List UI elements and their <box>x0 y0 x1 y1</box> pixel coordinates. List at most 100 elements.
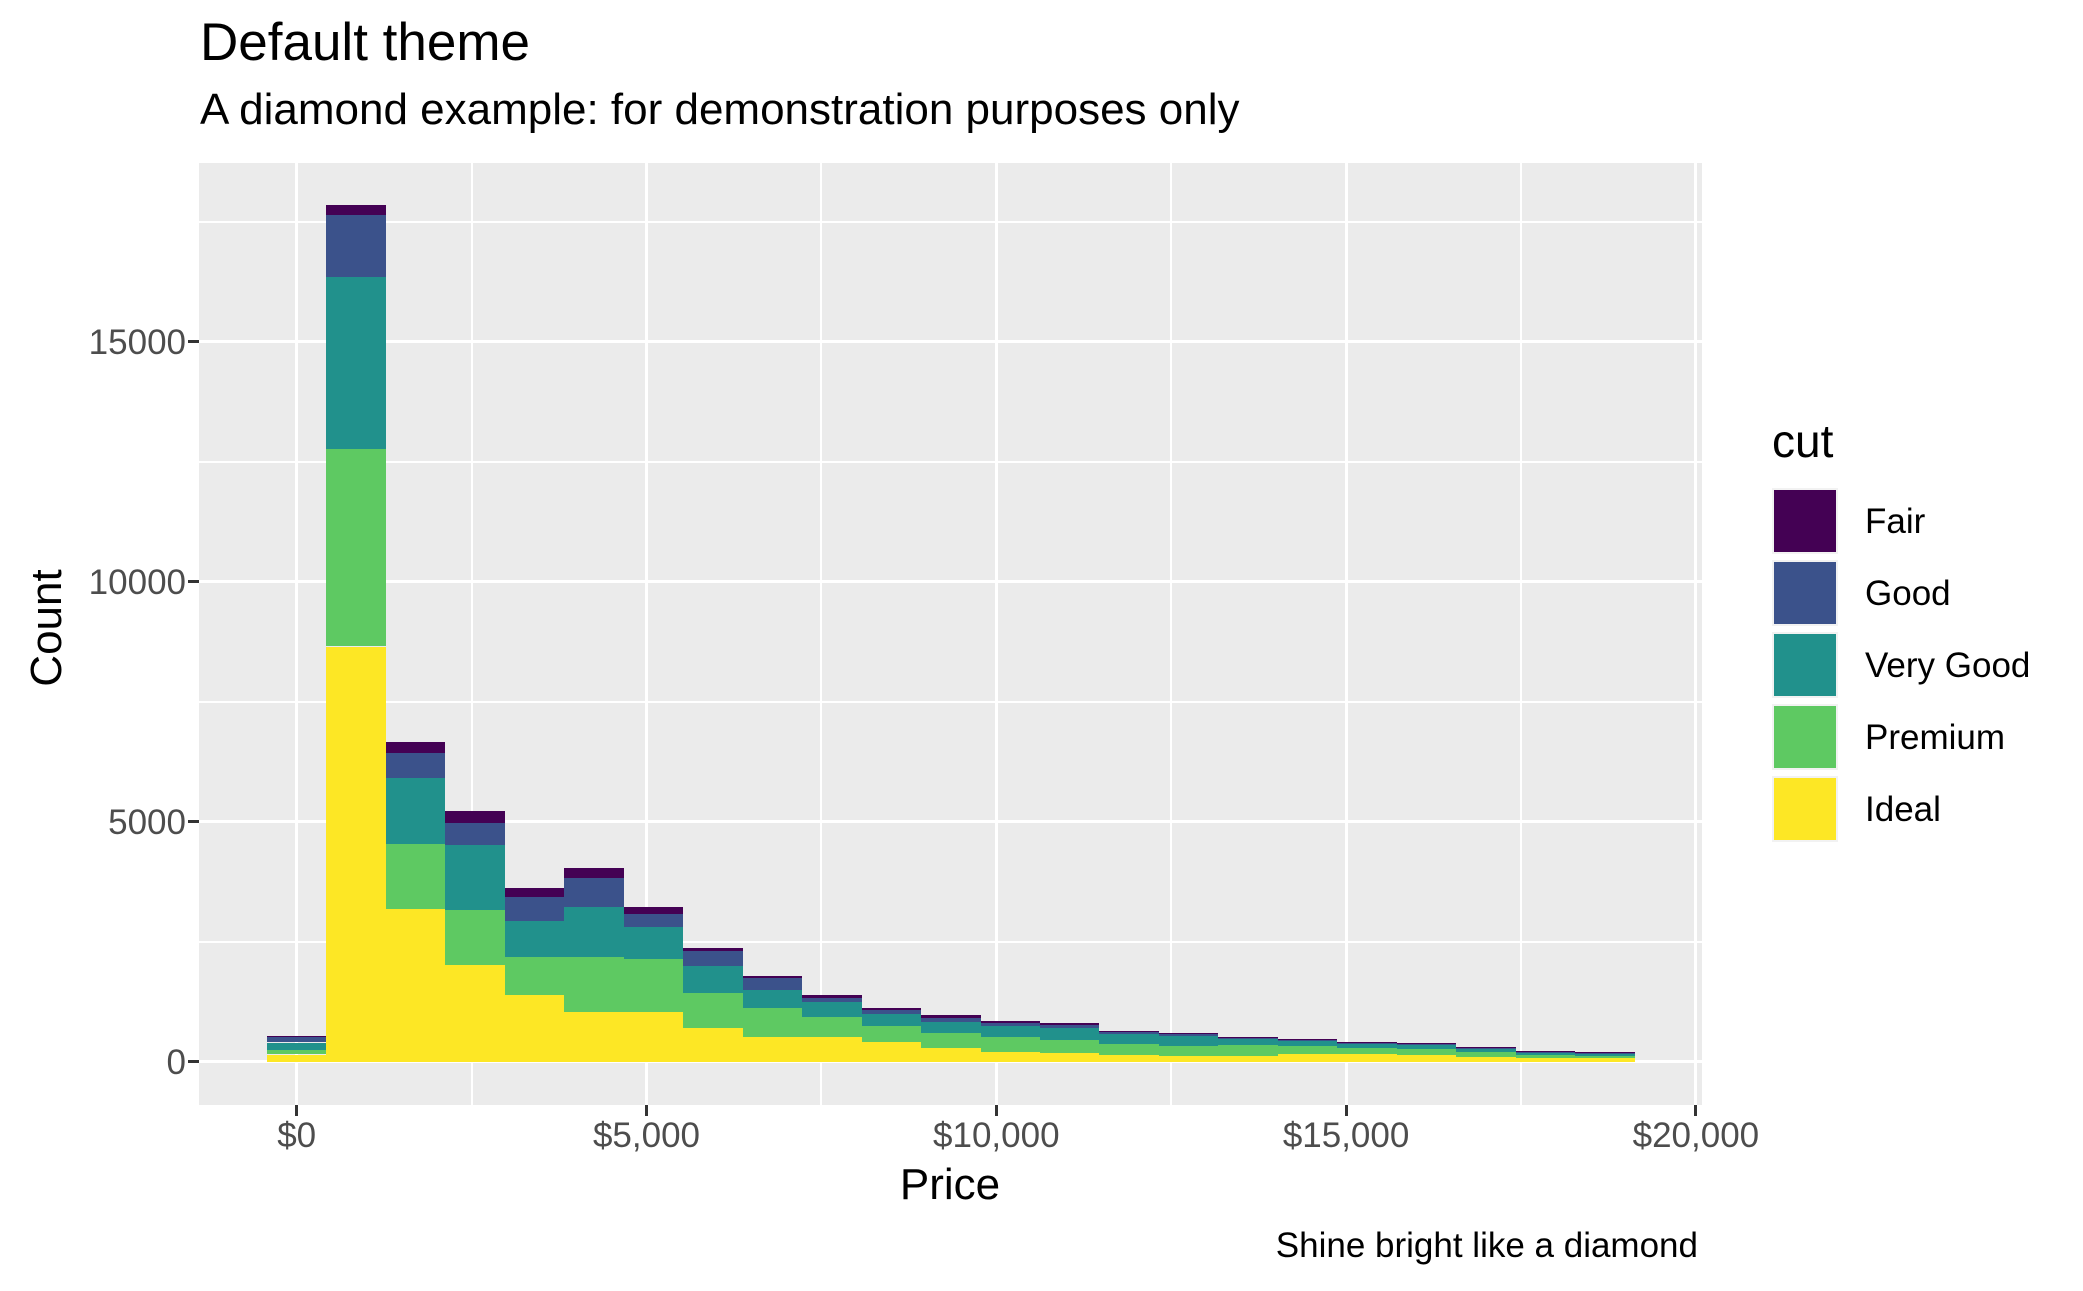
y-tick-mark <box>187 1060 199 1064</box>
bar-segment-good <box>742 978 803 991</box>
legend-swatch-icon <box>1772 632 1838 698</box>
bar-segment-premium <box>445 910 505 965</box>
x-tick-label: $0 <box>277 1116 317 1155</box>
bar-segment-good <box>1277 1039 1338 1042</box>
bar-segment-very-good <box>385 778 446 845</box>
legend: cut Fair Good Very Good Premium Ideal <box>1772 418 2030 848</box>
x-tick-label: $5,000 <box>592 1116 701 1155</box>
y-minor-gridline <box>198 460 1702 463</box>
x-tick-label: $15,000 <box>1282 1116 1410 1155</box>
legend-label: Very Good <box>1865 645 2031 685</box>
bar-segment-good <box>980 1023 1040 1027</box>
x-major-gridline <box>1694 163 1698 1105</box>
plot-caption: Shine bright like a diamond <box>1275 1226 1698 1265</box>
y-tick-mark <box>187 820 199 824</box>
plot-subtitle: A diamond example: for demonstration pur… <box>200 85 1240 134</box>
bar-segment-premium <box>921 1033 981 1048</box>
legend-entries: Fair Good Very Good Premium Ideal <box>1772 488 2030 842</box>
bar-segment-ideal <box>623 1011 684 1062</box>
x-major-gridline <box>994 163 998 1105</box>
bar-segment-very-good <box>1456 1048 1516 1053</box>
bar-segment-ideal <box>385 909 446 1062</box>
legend-title: cut <box>1772 415 1834 467</box>
bar-segment-fair <box>1277 1038 1338 1040</box>
bar-segment-ideal <box>1158 1055 1219 1062</box>
bar-segment-fair <box>1040 1023 1100 1025</box>
bar-segment-ideal <box>683 1028 743 1062</box>
x-tick-mark <box>1344 1104 1348 1116</box>
bar-segment-very-good <box>683 965 743 994</box>
bar-segment-very-good <box>623 926 684 960</box>
x-tick-mark <box>994 1104 998 1116</box>
bar-segment-premium <box>1158 1045 1219 1056</box>
bar-segment-good <box>1575 1052 1635 1054</box>
bar-segment-very-good <box>980 1026 1040 1037</box>
bar-segment-very-good <box>1515 1053 1576 1055</box>
bar-segment-premium <box>623 959 684 1012</box>
bar-segment-fair <box>1396 1042 1457 1044</box>
y-major-gridline <box>198 1060 1702 1064</box>
legend-swatch-icon <box>1772 776 1838 842</box>
bar-segment-ideal <box>802 1036 862 1062</box>
bar-segment-fair <box>802 994 862 998</box>
bar-segment-premium <box>1456 1052 1516 1057</box>
bar-segment-good <box>861 1010 922 1015</box>
bar-segment-premium <box>1575 1055 1635 1059</box>
bar-segment-fair <box>623 906 684 915</box>
y-tick-label: 0 <box>166 1042 186 1082</box>
bar-segment-fair <box>921 1014 981 1018</box>
bar-segment-fair <box>326 205 386 216</box>
legend-entry-premium: Premium <box>1772 704 2030 770</box>
y-tick-label: 5000 <box>108 802 186 842</box>
bar-segment-very-good <box>326 276 386 449</box>
bar-segment-premium <box>1515 1054 1576 1058</box>
bar-segment-good <box>623 914 684 927</box>
bar-segment-ideal <box>921 1047 981 1062</box>
bar-segment-very-good <box>921 1021 981 1034</box>
bar-segment-good <box>504 896 565 921</box>
y-minor-gridline <box>198 940 1702 943</box>
bar-segment-fair <box>980 1020 1040 1024</box>
y-major-gridline <box>198 820 1702 824</box>
bar-segment-good <box>683 950 743 966</box>
bar-segment-premium <box>385 844 446 910</box>
bar-segment-good <box>1218 1037 1278 1040</box>
bar-segment-fair <box>504 888 565 897</box>
bar-segment-ideal <box>1456 1056 1516 1062</box>
x-tick-label: $20,000 <box>1632 1116 1760 1155</box>
bar-segment-good <box>1396 1043 1457 1046</box>
bar-segment-ideal <box>742 1037 803 1062</box>
bar-segment-very-good <box>1040 1027 1100 1040</box>
bar-segment-ideal <box>504 994 565 1062</box>
x-tick-label: $10,000 <box>933 1116 1060 1155</box>
bar-segment-very-good <box>1337 1044 1397 1049</box>
y-major-gridline <box>198 580 1702 584</box>
bar-segment-very-good <box>445 844 505 910</box>
legend-label: Good <box>1865 573 1951 613</box>
bar-segment-fair <box>564 868 624 879</box>
bar-segment-ideal <box>1277 1054 1338 1062</box>
bar-segment-fair <box>742 976 803 979</box>
legend-label: Premium <box>1865 717 2006 757</box>
bar-segment-good <box>1158 1033 1219 1036</box>
bar-segment-good <box>1456 1047 1516 1049</box>
bar-segment-good <box>1099 1031 1159 1035</box>
legend-swatch-icon <box>1772 560 1838 626</box>
bar-segment-premium <box>1099 1044 1159 1055</box>
bar-segment-good <box>1040 1024 1100 1028</box>
bar-segment-good <box>921 1017 981 1022</box>
bar-segment-good <box>564 878 624 907</box>
legend-swatch-icon <box>1772 488 1838 554</box>
bar-segment-very-good <box>1218 1039 1278 1046</box>
bar-segment-premium <box>266 1050 327 1055</box>
x-tick-mark <box>1694 1104 1698 1116</box>
bar-segment-ideal <box>1218 1056 1278 1062</box>
x-minor-gridline <box>470 163 473 1105</box>
y-tick-mark <box>187 580 199 584</box>
bar-segment-premium <box>504 956 565 995</box>
bar-segment-premium <box>742 1008 803 1038</box>
y-major-gridline <box>198 340 1702 344</box>
x-tick-mark <box>644 1104 648 1116</box>
y-minor-gridline <box>198 700 1702 703</box>
